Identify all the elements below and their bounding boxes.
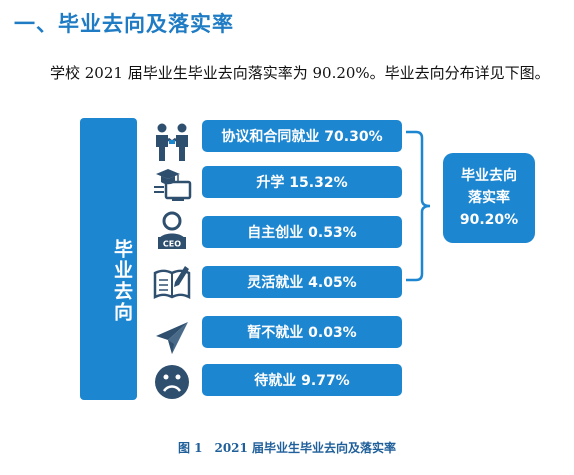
summary-line-2: 落实率 [468, 190, 510, 206]
bar-awaiting-employment: 待就业 9.77% [202, 364, 402, 396]
side-panel-label: 毕业去向 [111, 239, 133, 323]
sad-face-icon [155, 365, 189, 399]
ceo-icon: CEO [158, 211, 186, 249]
summary-line-1: 毕业去向 [461, 168, 517, 184]
paper-plane-icon [156, 322, 188, 354]
bar-contract-employment: 协议和合同就业 70.30% [202, 120, 402, 152]
bar-flexible-employment: 灵活就业 4.05% [202, 266, 402, 298]
destination-side-panel: 毕业去向 [80, 118, 137, 400]
intro-paragraph: 学校 2021 届毕业生毕业去向落实率为 90.20%。毕业去向分布详见下图。 [50, 64, 550, 82]
summary-value: 90.20% [459, 212, 519, 228]
ceo-text: CEO [163, 240, 181, 249]
bar-further-study: 升学 15.32% [202, 166, 402, 198]
section-heading: 一、毕业去向及落实率 [14, 12, 234, 36]
graduate-computer-icon [154, 169, 192, 201]
placement-rate-summary: 毕业去向 落实率 90.20% [443, 153, 535, 243]
bar-self-employment: 自主创业 0.53% [202, 216, 402, 248]
figure-caption: 图 1 2021 届毕业生毕业去向及落实率 [177, 441, 397, 455]
book-pen-icon [153, 266, 191, 300]
handshake-icon [156, 123, 188, 161]
bar-not-yet-employed: 暂不就业 0.03% [202, 316, 402, 348]
grouping-bracket [406, 130, 431, 282]
